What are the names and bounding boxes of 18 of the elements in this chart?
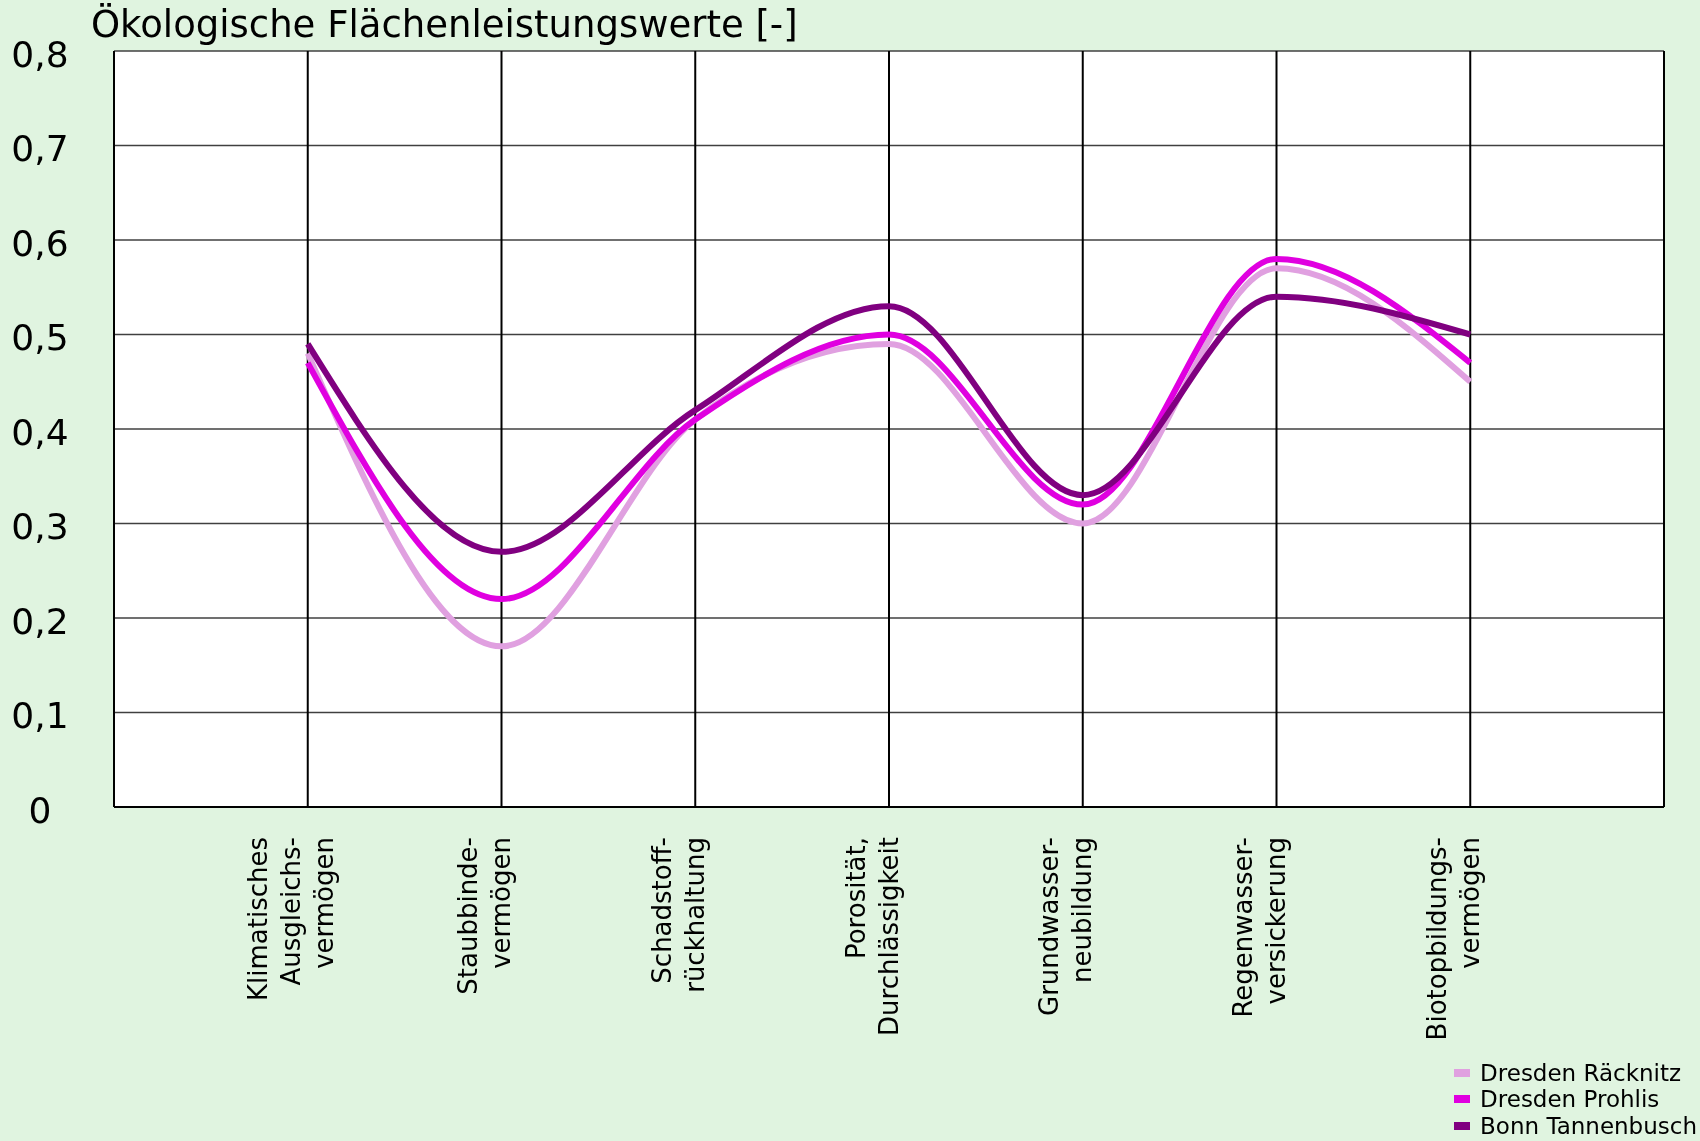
y-axis-title: Ökologische Flächenleistungswerte [-] (91, 3, 798, 46)
legend-label: Bonn Tannenbusch (1480, 1112, 1697, 1139)
x-tick-label: Klimatisches Ausgleichs- vermögen (242, 837, 339, 1002)
y-tick-label: 0,1 (11, 695, 69, 736)
y-tick-label: 0,3 (11, 506, 69, 547)
x-tick-label: Biotopbildungs- vermögen (1421, 837, 1485, 1041)
y-tick-label: 0,5 (11, 317, 69, 358)
x-tick-label: Schadstoff- rückhaltung (646, 837, 710, 993)
y-tick-label: 0 (28, 789, 52, 831)
y-tick-label: 0,2 (11, 600, 69, 642)
y-tick-label: 0,7 (11, 128, 69, 169)
x-tick-label: Grundwasser- neubildung (1034, 837, 1098, 1016)
legend-label: Dresden Räcknitz (1480, 1059, 1682, 1086)
x-tick-label: Staubbinde- vermögen (453, 837, 516, 995)
legend-label: Dresden Prohlis (1480, 1086, 1660, 1113)
y-tick-label: 0,8 (11, 33, 69, 75)
y-tick-label: 0,6 (11, 222, 69, 264)
y-tick-label: 0,4 (11, 411, 69, 453)
